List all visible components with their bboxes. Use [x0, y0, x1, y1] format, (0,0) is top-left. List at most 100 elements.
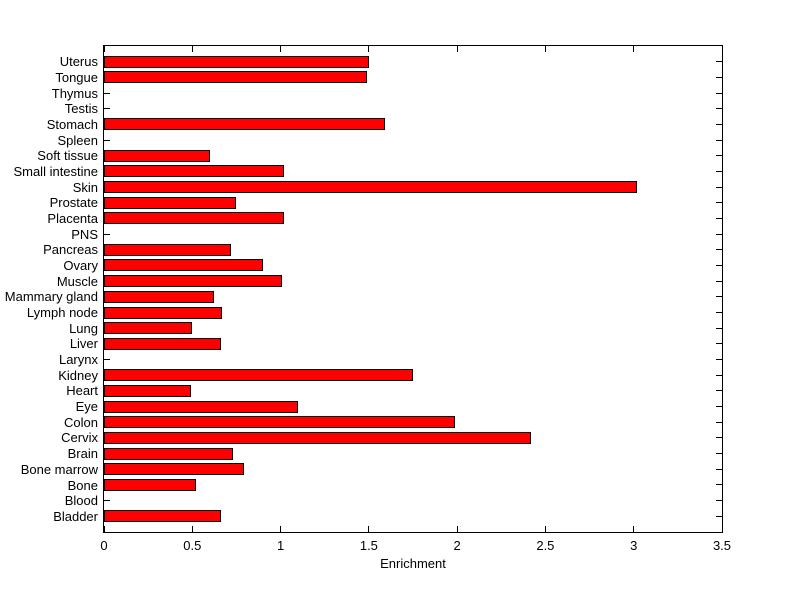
x-tick-bottom [544, 526, 546, 532]
x-tick-top [456, 46, 458, 52]
y-tick-label-bladder: Bladder [53, 508, 98, 524]
bar-prostate [104, 196, 237, 209]
y-tick-right-brain [716, 453, 722, 455]
y-tick-label-bone: Bone [67, 477, 98, 493]
plot-area [103, 45, 723, 533]
x-tick-bottom [721, 526, 723, 532]
y-tick-label-placenta: Placenta [47, 211, 98, 226]
bar-ovary [104, 259, 263, 272]
bar-cervix [104, 431, 532, 444]
y-tick-right-tongue [716, 76, 722, 78]
bar-tongue [104, 71, 368, 84]
x-tick-top [191, 46, 193, 52]
bar-liver [104, 337, 221, 350]
y-tick-right-muscle [716, 280, 722, 282]
y-tick-right-colon [716, 421, 722, 423]
x-tick-bottom [103, 526, 105, 532]
y-tick-label-pns: PNS [71, 226, 98, 242]
bar-lung [104, 322, 193, 335]
y-tick-left-larynx [104, 359, 110, 361]
y-tick-right-pancreas [716, 249, 722, 251]
y-tick-right-testis [716, 108, 722, 110]
y-tick-right-lung [716, 327, 722, 329]
y-tick-label-larynx: Larynx [58, 352, 98, 367]
x-tick-top [280, 46, 282, 52]
y-tick-left-blood [104, 500, 110, 502]
y-tick-label-kidney: Kidney [58, 367, 98, 383]
x-axis-title: Enrichment [380, 556, 446, 571]
bar-lymph-node [104, 306, 223, 319]
y-tick-label-ovary: Ovary [63, 258, 98, 273]
y-tick-right-prostate [716, 202, 722, 204]
y-tick-right-thymus [716, 92, 722, 94]
bar-skin [104, 181, 638, 194]
y-tick-label-colon: Colon [64, 414, 98, 430]
x-tick-label: 3.5 [712, 538, 732, 553]
y-tick-label-brain: Brain [67, 446, 98, 462]
x-tick-bottom [191, 526, 193, 532]
y-tick-right-bone [716, 484, 722, 486]
y-tick-right-uterus [716, 61, 722, 63]
y-tick-right-pns [716, 233, 722, 235]
y-tick-right-small-intestine [716, 170, 722, 172]
x-tick-top [721, 46, 723, 52]
bar-mammary-gland [104, 290, 214, 303]
x-tick-bottom [456, 526, 458, 532]
x-tick-top [544, 46, 546, 52]
x-tick-top [368, 46, 370, 52]
y-tick-label-eye: Eye [75, 399, 98, 415]
bar-small-intestine [104, 165, 285, 178]
y-tick-left-thymus [104, 92, 110, 94]
y-tick-label-thymus: Thymus [51, 85, 98, 101]
y-tick-right-soft-tissue [716, 155, 722, 157]
y-tick-label-spleen: Spleen [57, 132, 98, 148]
y-tick-label-bone-marrow: Bone marrow [20, 461, 98, 477]
y-tick-label-tongue: Tongue [55, 69, 98, 85]
y-tick-label-mammary-gland: Mammary gland [4, 289, 98, 305]
x-tick-label: 2 [453, 538, 461, 553]
y-tick-right-ovary [716, 264, 722, 266]
y-tick-label-cervix: Cervix [61, 430, 98, 446]
bar-bone [104, 478, 196, 491]
y-tick-right-stomach [716, 123, 722, 125]
bar-kidney [104, 369, 413, 382]
y-tick-right-bladder [716, 515, 722, 517]
bar-muscle [104, 275, 283, 288]
x-tick-top [633, 46, 635, 52]
x-tick-label: 1.5 [359, 538, 378, 553]
y-tick-label-uterus: Uterus [59, 54, 98, 70]
y-tick-label-lung: Lung [69, 320, 98, 336]
y-tick-label-testis: Testis [64, 101, 98, 117]
y-tick-right-skin [716, 186, 722, 188]
y-tick-label-soft-tissue: Soft tissue [37, 148, 98, 164]
y-tick-label-stomach: Stomach [46, 116, 98, 132]
x-tick-bottom [280, 526, 282, 532]
x-tick-bottom [368, 526, 370, 532]
y-tick-right-placenta [716, 217, 722, 219]
y-tick-label-skin: Skin [72, 179, 98, 195]
y-tick-left-testis [104, 108, 110, 110]
y-tick-right-larynx [716, 359, 722, 361]
x-tick-label: 0 [100, 538, 108, 553]
bar-eye [104, 400, 299, 413]
y-tick-label-heart: Heart [66, 383, 98, 399]
y-tick-right-liver [716, 343, 722, 345]
y-tick-right-kidney [716, 374, 722, 376]
y-tick-left-spleen [104, 139, 110, 141]
y-tick-label-pancreas: Pancreas [43, 242, 98, 258]
y-tick-label-muscle: Muscle [56, 273, 98, 289]
y-tick-right-bone-marrow [716, 468, 722, 470]
bar-heart [104, 384, 191, 397]
y-tick-label-blood: Blood [64, 493, 98, 509]
y-tick-label-small-intestine: Small intestine [13, 163, 98, 179]
bar-colon [104, 416, 456, 429]
bar-soft-tissue [104, 149, 210, 162]
bar-bladder [104, 510, 221, 523]
x-tick-label: 1 [276, 538, 285, 553]
bar-pancreas [104, 243, 232, 256]
x-tick-label: 2.5 [536, 538, 555, 553]
x-tick-bottom [633, 526, 635, 532]
bar-brain [104, 447, 233, 460]
y-tick-label-prostate: Prostate [49, 195, 98, 211]
